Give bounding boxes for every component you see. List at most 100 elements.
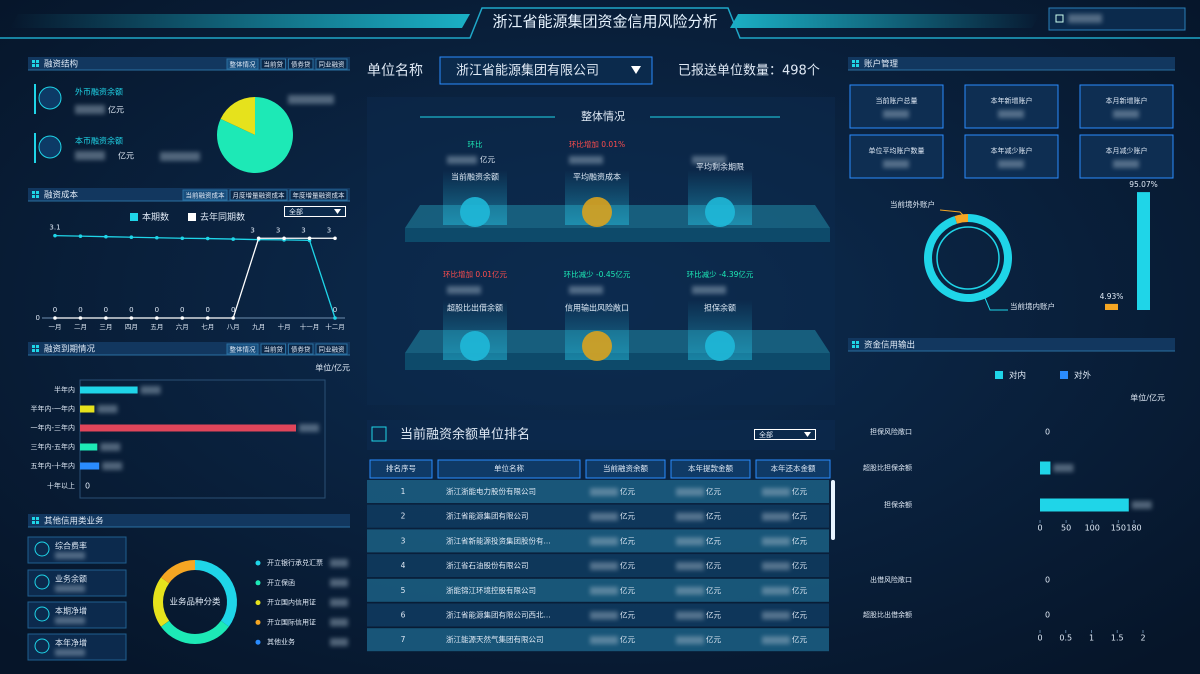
tab[interactable]: [315, 343, 348, 355]
bar: [80, 405, 95, 413]
line-point: [307, 236, 312, 241]
tab[interactable]: [289, 189, 348, 201]
tab[interactable]: [226, 58, 259, 70]
data-label: 3: [250, 226, 254, 234]
unit-name: 浙江能源天然气集团有限公司: [446, 634, 544, 644]
tab-label[interactable]: 整体情况: [230, 345, 257, 354]
tab[interactable]: [182, 189, 228, 201]
line-point: [129, 316, 134, 320]
tab[interactable]: [260, 58, 286, 70]
pie-slice: [161, 620, 229, 644]
tab-label[interactable]: 月度增量融资成本: [233, 191, 286, 200]
masked-value: [883, 110, 909, 118]
masked-value: [1131, 501, 1152, 509]
rank: 3: [401, 536, 406, 545]
tab[interactable]: [315, 58, 348, 70]
value-label: 0: [1045, 428, 1050, 437]
panel-title-bar: [848, 57, 1175, 70]
panel-icon: [32, 345, 35, 348]
tab-label[interactable]: 债券贷: [291, 60, 311, 69]
line-point: [256, 236, 261, 241]
masked-value: [692, 156, 726, 164]
select-value[interactable]: 全部: [759, 430, 773, 439]
panel-icon: [852, 60, 855, 63]
value-label: 0: [85, 482, 90, 491]
panel-icon: [36, 60, 39, 63]
scrollbar[interactable]: [831, 480, 835, 540]
x-tick-label: 十月: [278, 322, 291, 331]
data-label: 3: [327, 226, 331, 234]
legend-label: 开立国内信用证: [267, 598, 316, 607]
x-tick-label: 0: [1037, 524, 1042, 533]
tab-label[interactable]: 整体情况: [230, 60, 257, 69]
unit-name: 浙江浙能电力股份有限公司: [446, 486, 536, 496]
line-point: [231, 237, 235, 241]
category-label: 担保余额: [884, 500, 912, 509]
panel-icon: [32, 64, 35, 67]
page-title: 浙江省能源集团资金信用风险分析: [492, 13, 717, 31]
rank: 7: [401, 635, 406, 644]
line-series: [54, 234, 336, 319]
dropdown-value[interactable]: 浙江省能源集团有限公司: [456, 63, 599, 79]
masked-value: [97, 405, 118, 413]
masked-value: [762, 537, 790, 546]
masked-value: [55, 585, 85, 592]
legend-label: 开立银行承兑汇票: [267, 558, 323, 567]
label: 环比减少 -4.39亿元: [687, 269, 754, 279]
masked-value: [762, 586, 790, 595]
select-arrow: [334, 209, 341, 214]
item-bar: [34, 133, 36, 163]
header-frame: [0, 7, 1200, 39]
tab[interactable]: [226, 343, 259, 355]
select-value[interactable]: 全部: [289, 207, 303, 216]
account-card: [964, 134, 1059, 179]
unit-name: 浙能锦江环境控股有限公司: [446, 585, 536, 595]
line-point: [155, 316, 159, 320]
panel-icon: [36, 349, 39, 352]
category-label: 半年内: [54, 385, 75, 394]
table-header: 本年还本金额: [771, 463, 816, 473]
table-header-cell: [585, 459, 666, 479]
tab[interactable]: [288, 58, 314, 70]
value-label: 0: [1045, 576, 1050, 585]
panel-icon: [856, 341, 859, 344]
bar: [1040, 498, 1129, 512]
data-label: 0: [155, 306, 159, 314]
legend-dot: [255, 619, 261, 625]
label: 本月新增账户: [1106, 96, 1148, 105]
tab-label[interactable]: 同业融资: [319, 345, 346, 354]
tab-label[interactable]: 年度增量融资成本: [293, 191, 346, 200]
tab[interactable]: [288, 343, 314, 355]
select-arrow: [804, 432, 811, 437]
tab-label[interactable]: 当前融资成本: [186, 191, 226, 200]
tab-label[interactable]: 同业融资: [319, 60, 346, 69]
date-picker[interactable]: [1048, 7, 1186, 31]
line-point: [129, 235, 134, 240]
label: 超股比出借余额: [447, 303, 503, 313]
amount-unit: 亿元: [792, 585, 807, 595]
overview-icon: [460, 197, 490, 227]
tab-label[interactable]: 债券贷: [291, 345, 311, 354]
pie-slice: [153, 577, 170, 627]
tab-label[interactable]: 当前贷: [264, 345, 284, 354]
masked-value: [100, 443, 121, 451]
tab-label[interactable]: 当前贷: [264, 60, 284, 69]
category-label: 十年以上: [47, 481, 75, 490]
ranking-icon: [371, 426, 387, 442]
tab[interactable]: [229, 189, 288, 201]
label: 担保余额: [704, 303, 736, 313]
legend-label: 本期数: [142, 211, 169, 223]
line-point: [180, 316, 185, 320]
label: 环比增加 0.01%: [569, 139, 625, 149]
tab[interactable]: [260, 343, 286, 355]
masked-value: [590, 537, 618, 546]
masked-value: [590, 562, 618, 571]
panel-icon: [856, 64, 859, 67]
table-header: 单位名称: [494, 463, 524, 473]
label: 亿元: [118, 151, 134, 161]
amount-unit: 亿元: [620, 511, 635, 521]
unit-dropdown[interactable]: [439, 56, 653, 85]
table-header-cell: [437, 459, 581, 479]
platform-front: [405, 228, 830, 242]
overview-icon: [705, 197, 735, 227]
